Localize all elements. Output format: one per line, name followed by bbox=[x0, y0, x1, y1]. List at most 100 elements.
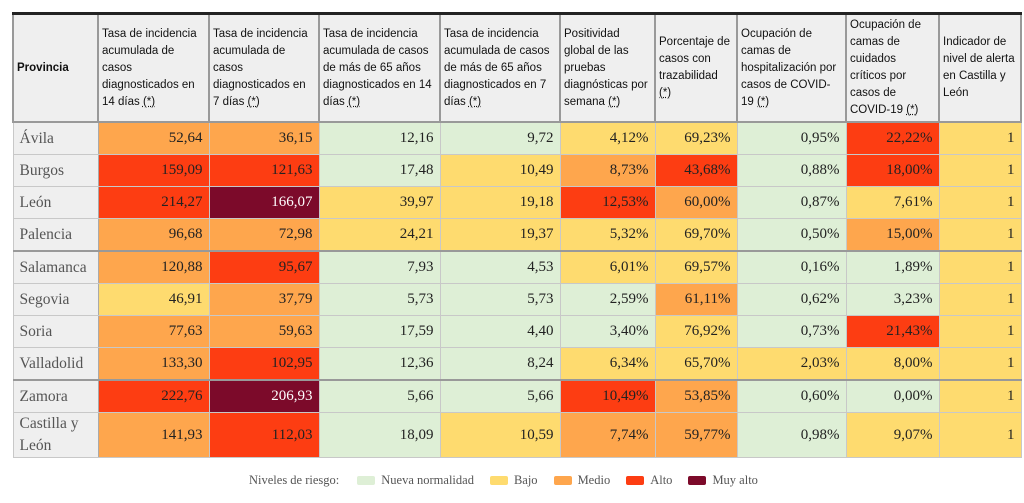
column-header-9: Indicador de nivel de alerta en Castilla… bbox=[938, 12, 1022, 123]
indicator-cell: 0,88% bbox=[736, 154, 847, 187]
indicator-cell: 159,09 bbox=[97, 154, 210, 187]
indicator-cell: 77,63 bbox=[97, 315, 210, 348]
indicator-cell: 3,40% bbox=[559, 315, 656, 348]
footnote-link[interactable]: (*) bbox=[347, 95, 361, 108]
header-label: Provincia bbox=[17, 61, 69, 74]
footnote-link[interactable]: (*) bbox=[247, 95, 260, 108]
risk-indicators-table: Provincia Tasa de incidencia acumulada de… bbox=[12, 12, 1022, 458]
indicator-cell: 96,68 bbox=[97, 218, 210, 252]
column-header-7: Ocupación de camas de hospitalización po… bbox=[736, 12, 847, 123]
indicator-cell: 0,50% bbox=[736, 218, 847, 252]
column-header-8: Ocupación de camas de cuidados críticos … bbox=[845, 12, 940, 123]
indicator-cell: 19,18 bbox=[439, 186, 561, 219]
indicator-cell: 17,59 bbox=[318, 315, 441, 348]
footnote-link[interactable]: (*) bbox=[468, 95, 482, 108]
header-label: Indicador de nivel de alerta en Castilla… bbox=[943, 36, 1015, 99]
indicator-cell: 69,57% bbox=[654, 250, 738, 284]
indicator-cell: 222,76 bbox=[97, 379, 210, 413]
indicator-cell: 8,00% bbox=[845, 347, 940, 381]
footnote-link[interactable]: (*) bbox=[608, 95, 621, 108]
header-label: Tasa de incidencia acumulada de casos di… bbox=[102, 27, 197, 108]
indicator-cell: 1 bbox=[938, 186, 1022, 219]
province-name: Soria bbox=[12, 315, 99, 348]
table-row: Zamora 222,76 206,93 5,66 5,66 10,49% 53,85% 0,… bbox=[12, 379, 1022, 413]
indicator-cell: 72,98 bbox=[208, 218, 320, 252]
indicator-cell: 39,97 bbox=[318, 186, 441, 219]
indicator-cell: 69,23% bbox=[654, 121, 738, 155]
province-name: León bbox=[12, 186, 99, 219]
indicator-cell: 24,21 bbox=[318, 218, 441, 252]
indicator-cell: 112,03 bbox=[208, 412, 320, 458]
indicator-cell: 1 bbox=[938, 121, 1022, 155]
column-header-4: Tasa de incidencia acumulada de casos de… bbox=[439, 12, 561, 123]
header-label: Porcentaje de casos con trazabilidad bbox=[659, 36, 730, 82]
column-header-6: Porcentaje de casos con trazabilidad (*) bbox=[654, 12, 738, 123]
indicator-cell: 12,16 bbox=[318, 121, 441, 155]
table-row: Palencia 96,68 72,98 24,21 19,37 5,32% 69,70% 0… bbox=[12, 218, 1022, 252]
indicator-cell: 121,63 bbox=[208, 154, 320, 187]
legend-label: Medio bbox=[577, 473, 611, 487]
province-name: Palencia bbox=[12, 218, 99, 252]
indicator-cell: 53,85% bbox=[654, 379, 738, 413]
indicator-cell: 0,87% bbox=[736, 186, 847, 219]
indicator-cell: 4,12% bbox=[559, 121, 656, 155]
indicator-cell: 15,00% bbox=[845, 218, 940, 252]
header-label: Positividad global de las pruebas diagnó… bbox=[564, 27, 648, 108]
indicator-cell: 7,93 bbox=[318, 250, 441, 284]
legend-title: Niveles de riesgo: bbox=[249, 473, 340, 487]
indicator-cell: 5,73 bbox=[439, 283, 561, 316]
province-name: Burgos bbox=[12, 154, 99, 187]
footnote-link[interactable]: (*) bbox=[906, 104, 919, 116]
legend-swatch bbox=[553, 476, 572, 485]
footnote-link[interactable]: (*) bbox=[142, 95, 156, 108]
indicator-cell: 1 bbox=[938, 283, 1022, 316]
header-label: Tasa de incidencia acumulada de casos de… bbox=[444, 27, 550, 108]
indicator-cell: 1 bbox=[938, 218, 1022, 252]
indicator-cell: 8,24 bbox=[439, 347, 561, 381]
indicator-cell: 43,68% bbox=[654, 154, 738, 187]
header-row: Provincia Tasa de incidencia acumulada de… bbox=[12, 12, 1022, 123]
province-name: Salamanca bbox=[12, 250, 99, 284]
indicator-cell: 60,00% bbox=[654, 186, 738, 219]
indicator-cell: 19,37 bbox=[439, 218, 561, 252]
indicator-cell: 17,48 bbox=[318, 154, 441, 187]
legend-swatch bbox=[688, 476, 707, 485]
indicator-cell: 4,53 bbox=[439, 250, 561, 284]
indicator-cell: 36,15 bbox=[208, 121, 320, 155]
indicator-cell: 95,67 bbox=[208, 250, 320, 284]
indicator-cell: 8,73% bbox=[559, 154, 656, 187]
province-name: Zamora bbox=[12, 379, 99, 413]
legend-label: Bajo bbox=[513, 473, 538, 487]
province-name: Segovia bbox=[12, 283, 99, 316]
indicator-cell: 7,61% bbox=[845, 186, 940, 219]
indicator-cell: 52,64 bbox=[97, 121, 210, 155]
indicator-cell: 18,00% bbox=[845, 154, 940, 187]
indicator-cell: 0,00% bbox=[845, 379, 940, 413]
indicator-cell: 65,70% bbox=[654, 347, 738, 381]
indicator-cell: 6,01% bbox=[559, 250, 656, 284]
indicator-cell: 59,77% bbox=[654, 412, 738, 458]
legend-label: Muy alto bbox=[712, 473, 758, 487]
indicator-cell: 1,89% bbox=[845, 250, 940, 284]
indicator-cell: 37,79 bbox=[208, 283, 320, 316]
indicator-cell: 10,59 bbox=[439, 412, 561, 458]
table-row: León 214,27 166,07 39,97 19,18 12,53% 60,00% 0,… bbox=[12, 186, 1022, 219]
footnote-link[interactable]: (*) bbox=[757, 95, 770, 108]
table-row: Salamanca 120,88 95,67 7,93 4,53 6,01% 69,57% 0… bbox=[12, 250, 1022, 284]
indicator-cell: 166,07 bbox=[208, 186, 320, 219]
table-row: Castilla y León 141,93 112,03 18,09 10,59 7,7… bbox=[12, 412, 1022, 458]
indicator-cell: 0,16% bbox=[736, 250, 847, 284]
header-label: Ocupación de camas de cuidados críticos … bbox=[850, 19, 921, 116]
indicator-cell: 1 bbox=[938, 412, 1022, 458]
column-header-5: Positividad global de las pruebas diagnó… bbox=[559, 12, 656, 123]
header-label: Tasa de incidencia acumulada de casos de… bbox=[323, 27, 432, 108]
table-row: Soria 77,63 59,63 17,59 4,40 3,40% 76,92% 0,73%… bbox=[12, 315, 1022, 348]
indicator-cell: 102,95 bbox=[208, 347, 320, 381]
indicator-cell: 1 bbox=[938, 250, 1022, 284]
indicator-cell: 2,03% bbox=[736, 347, 847, 381]
indicator-cell: 1 bbox=[938, 154, 1022, 187]
table-row: Valladolid 133,30 102,95 12,36 8,24 6,34% 65,7… bbox=[12, 347, 1022, 381]
indicator-cell: 0,73% bbox=[736, 315, 847, 348]
footnote-link[interactable]: (*) bbox=[659, 87, 672, 99]
column-header-3: Tasa de incidencia acumulada de casos de… bbox=[318, 12, 441, 123]
